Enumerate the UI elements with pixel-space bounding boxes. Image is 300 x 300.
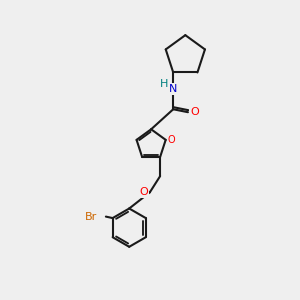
Text: O: O — [139, 187, 148, 197]
Text: O: O — [168, 135, 176, 145]
Text: O: O — [190, 107, 199, 117]
Text: H: H — [160, 79, 168, 89]
Text: Br: Br — [85, 212, 97, 222]
Text: N: N — [169, 84, 177, 94]
